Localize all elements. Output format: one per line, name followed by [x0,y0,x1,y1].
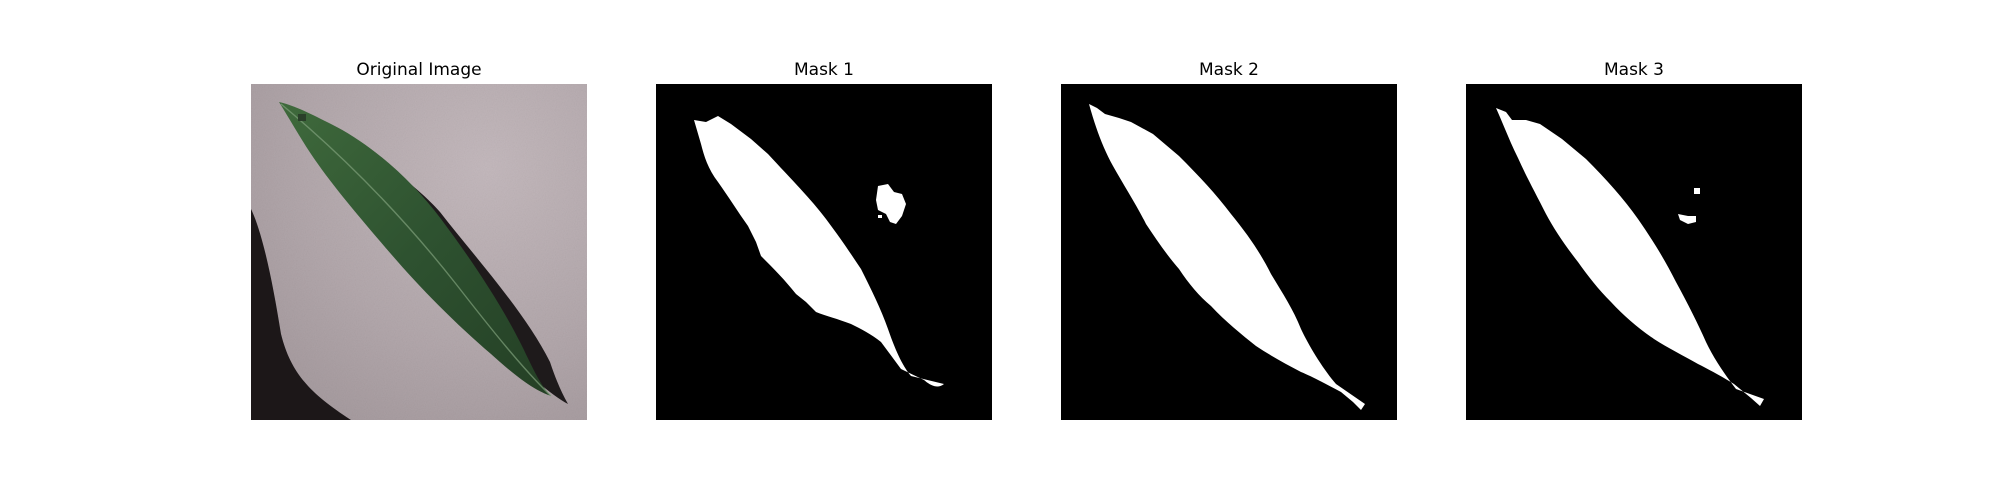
mask-3-leaf-region [1496,108,1764,406]
original-leaf-photo [251,84,587,420]
mask-3-spurious-dot [1694,188,1700,194]
panel-title: Mask 2 [1198,60,1259,80]
mask-1-spurious-blob [876,184,906,224]
panel-mask-3: Mask 3 [1466,58,1802,422]
panel-mask-1: Mask 1 [656,58,992,422]
mask-2-image [1061,84,1397,420]
panel-title: Mask 1 [793,60,854,80]
panel-title: Original Image [356,60,482,80]
mask-2-leaf-region [1089,104,1365,410]
mask-1-image [656,84,992,420]
mask-1-leaf-region [694,116,944,387]
panel-title: Mask 3 [1603,60,1664,80]
panel-original-image: Original Image [251,58,587,422]
panel-mask-2: Mask 2 [1061,58,1397,422]
mask-3-spurious-specks [1678,214,1696,224]
mask-3-image [1466,84,1802,420]
